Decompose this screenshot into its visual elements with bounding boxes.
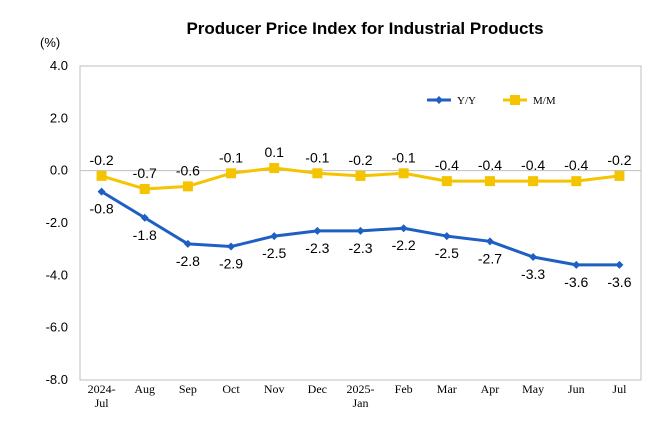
data-label: -0.2 <box>348 152 372 168</box>
x-tick-label: Jul <box>95 396 110 410</box>
data-point <box>484 176 495 187</box>
y-tick-label: -4.0 <box>46 267 68 282</box>
y-tick-label: -8.0 <box>46 372 68 387</box>
data-point <box>226 168 237 179</box>
data-point <box>441 176 452 187</box>
data-label: -3.6 <box>607 274 631 290</box>
data-label: -0.7 <box>133 165 157 181</box>
data-point <box>139 183 150 194</box>
data-label: -2.8 <box>176 253 200 269</box>
data-label: -0.4 <box>478 157 502 173</box>
x-tick-label: Dec <box>308 382 327 396</box>
data-label: -2.7 <box>478 250 502 266</box>
data-label: -0.1 <box>305 149 329 165</box>
legend-item: M/M <box>503 95 556 107</box>
y-tick-label: -6.0 <box>46 320 68 335</box>
data-label: -0.8 <box>90 201 114 217</box>
legend-marker <box>510 95 520 105</box>
data-point <box>356 226 365 235</box>
data-label: -2.3 <box>305 240 329 256</box>
legend-label: M/M <box>533 95 556 107</box>
data-label: 0.1 <box>264 144 284 160</box>
data-label: -0.2 <box>90 152 114 168</box>
data-point <box>96 170 107 181</box>
data-point <box>572 260 581 269</box>
data-point <box>182 181 193 192</box>
data-label: -0.1 <box>219 149 243 165</box>
y-tick-label: 2.0 <box>50 110 68 125</box>
legend-label: Y/Y <box>457 95 476 107</box>
x-tick-label: Feb <box>395 382 413 396</box>
data-label: -1.8 <box>133 227 157 243</box>
data-point <box>140 213 149 222</box>
data-point <box>183 239 192 248</box>
x-tick-label: Jun <box>568 382 585 396</box>
y-tick-label: 0.0 <box>50 163 68 178</box>
data-point <box>270 232 279 241</box>
data-point <box>529 253 538 262</box>
data-label: -0.2 <box>607 152 631 168</box>
data-label: -0.6 <box>176 162 200 178</box>
x-tick-label: 2024- <box>88 382 116 396</box>
data-label: -3.3 <box>521 266 545 282</box>
data-label: -2.5 <box>262 245 286 261</box>
series-yoy: -0.8 -1.8 -2.8 -2.9 -2.5 -2.3 -2.3 -2.2 -2.5 -2.7… <box>90 187 632 290</box>
x-tick-label: Jul <box>612 382 627 396</box>
x-tick-label: 2025- <box>347 382 375 396</box>
data-label: -2.2 <box>392 237 416 253</box>
series-mom: -0.2 -0.7 -0.6 -0.1 0.1 -0.1 -0.2 -0.1 -0.4 -0.4 -… <box>90 144 632 194</box>
data-point <box>528 176 539 187</box>
data-point <box>398 168 409 179</box>
plot-area-border <box>79 65 642 381</box>
data-point <box>485 237 494 246</box>
data-label: -2.5 <box>435 245 459 261</box>
data-label: -2.9 <box>219 256 243 272</box>
legend-item: Y/Y <box>427 95 476 107</box>
data-point <box>227 242 236 251</box>
data-point <box>571 176 582 187</box>
x-tick-label: Aug <box>134 382 155 396</box>
legend: Y/Y M/M <box>427 95 556 107</box>
data-label: -0.1 <box>392 149 416 165</box>
data-point <box>399 224 408 233</box>
x-tick-label: Nov <box>264 382 285 396</box>
y-tick-label: -2.0 <box>46 215 68 230</box>
data-label: -0.4 <box>521 157 545 173</box>
data-point <box>615 260 624 269</box>
data-label: -0.4 <box>435 157 459 173</box>
y-tick-label: 4.0 <box>50 58 68 73</box>
data-point <box>97 187 106 196</box>
data-label: -2.3 <box>348 240 372 256</box>
x-tick-label: Jan <box>353 396 369 410</box>
legend-marker <box>435 96 443 104</box>
data-point <box>313 226 322 235</box>
x-tick-label: May <box>522 382 544 396</box>
series-layer: -0.8 -1.8 -2.8 -2.9 -2.5 -2.3 -2.3 -2.2 -2.5 -2.7… <box>90 144 632 290</box>
x-tick-label: Oct <box>222 382 240 396</box>
data-point <box>442 232 451 241</box>
y-axis-unit-label: (%) <box>40 35 60 50</box>
data-label: -0.4 <box>564 157 588 173</box>
y-axis-ticks: 4.0 2.0 0.0 -2.0 -4.0 -6.0 -8.0 <box>46 58 68 387</box>
data-point <box>355 170 366 181</box>
x-tick-label: Sep <box>179 382 197 396</box>
chart-title: Producer Price Index for Industrial Prod… <box>186 19 543 38</box>
data-point <box>312 168 323 179</box>
x-tick-label: Mar <box>437 382 457 396</box>
data-label: -3.6 <box>564 274 588 290</box>
x-tick-label: Apr <box>481 382 500 396</box>
data-point <box>269 163 280 174</box>
data-point <box>614 170 625 181</box>
